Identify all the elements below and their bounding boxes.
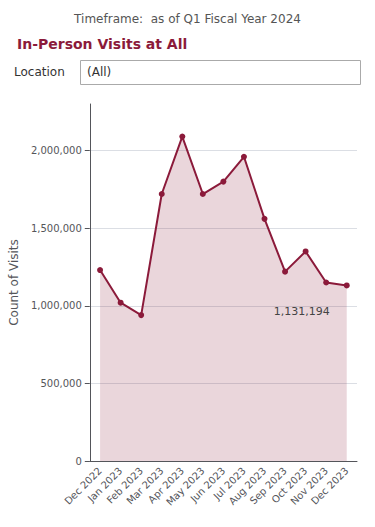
svg-text:Dec 2023: Dec 2023 bbox=[309, 465, 351, 507]
svg-text:Feb 2023: Feb 2023 bbox=[104, 465, 146, 506]
svg-text:Mar 2023: Mar 2023 bbox=[124, 465, 166, 507]
svg-text:500,000: 500,000 bbox=[40, 378, 81, 389]
svg-text:Dec 2022: Dec 2022 bbox=[62, 465, 104, 507]
svg-text:Oct 2023: Oct 2023 bbox=[269, 465, 310, 506]
svg-text:1,131,194: 1,131,194 bbox=[274, 305, 330, 318]
svg-text:Aug 2023: Aug 2023 bbox=[226, 465, 269, 507]
svg-text:Location: Location bbox=[14, 65, 65, 79]
svg-text:Jun 2023: Jun 2023 bbox=[188, 465, 228, 505]
svg-text:2,000,000: 2,000,000 bbox=[31, 145, 82, 156]
svg-text:Count of Visits: Count of Visits bbox=[7, 239, 21, 326]
svg-text:In-Person Visits at All: In-Person Visits at All bbox=[17, 36, 187, 52]
svg-text:Timeframe: as of Q1 Fiscal Ye: Timeframe: as of Q1 Fiscal Year 2024 bbox=[73, 12, 301, 26]
svg-text:May 2023: May 2023 bbox=[164, 465, 207, 508]
svg-text:(All): (All) bbox=[87, 65, 111, 79]
svg-text:1,500,000: 1,500,000 bbox=[31, 223, 82, 234]
svg-text:Apr 2023: Apr 2023 bbox=[146, 465, 187, 506]
svg-text:Jan 2023: Jan 2023 bbox=[85, 465, 125, 504]
svg-text:Jul 2023: Jul 2023 bbox=[211, 465, 248, 502]
svg-text:1,000,000: 1,000,000 bbox=[31, 300, 82, 311]
svg-text:0: 0 bbox=[75, 456, 81, 467]
svg-text:Sep 2023: Sep 2023 bbox=[247, 465, 289, 507]
svg-text:Nov 2023: Nov 2023 bbox=[288, 465, 331, 507]
